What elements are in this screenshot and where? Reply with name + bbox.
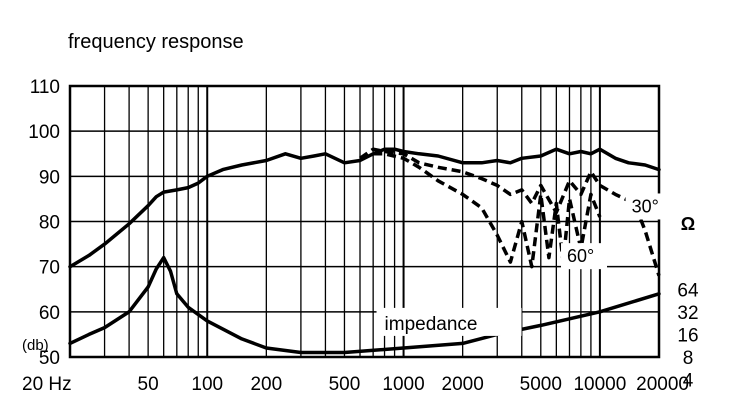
chart-title: frequency response <box>68 31 244 53</box>
series-line-on-axis <box>68 147 661 269</box>
y-tick-label: 70 <box>39 258 60 279</box>
x-axis-ticks: 20 Hz 50 100 200 500 1000 2000 5000 10000 20000 <box>22 374 689 395</box>
y-tick-label: 100 <box>28 122 60 143</box>
y-tick-label: 110 <box>30 77 60 98</box>
x-tick-label: 20000 <box>636 374 689 395</box>
y-axis-unit-label: (db) <box>22 337 49 354</box>
annotation-label-background <box>625 193 672 220</box>
series-line-60 <box>359 152 602 269</box>
impedance-unit-label: Ω <box>681 214 695 234</box>
plot-area-frame <box>68 84 661 359</box>
x-tick-label: 20 Hz <box>22 374 72 395</box>
annotation-label-background <box>561 243 608 270</box>
x-tick-label: 1000 <box>382 374 424 395</box>
impedance-tick-label: 16 <box>677 325 698 346</box>
annotation-label: 30° <box>632 196 659 216</box>
x-tick-label: 500 <box>329 374 361 395</box>
y-tick-label: 80 <box>39 213 60 234</box>
x-tick-label: 10000 <box>573 374 626 395</box>
series-line-impedance <box>68 255 661 355</box>
x-tick-label: 200 <box>250 374 282 395</box>
impedance-tick-label: 4 <box>683 371 694 392</box>
y-tick-label: 60 <box>39 303 60 324</box>
annotation-label: impedance <box>385 314 478 335</box>
x-tick-label: 100 <box>191 374 223 395</box>
y-tick-label: 90 <box>39 167 60 188</box>
y-tick-label: 50 <box>39 348 60 369</box>
annotation-layer: 30° 60° impedance <box>376 193 672 336</box>
impedance-tick-label: 8 <box>683 348 694 369</box>
y-axis-ticks: 50 60 70 80 90 100 110 <box>28 77 60 369</box>
impedance-tick-label: 32 <box>677 303 698 324</box>
series-line-30 <box>359 147 661 277</box>
x-tick-label: 2000 <box>442 374 484 395</box>
impedance-tick-label: 64 <box>677 280 699 301</box>
series-layer <box>68 147 661 355</box>
annotation-label-background <box>376 307 522 336</box>
x-tick-label: 50 <box>138 374 159 395</box>
annotation-label: 60° <box>567 246 594 266</box>
x-tick-label: 5000 <box>520 374 562 395</box>
